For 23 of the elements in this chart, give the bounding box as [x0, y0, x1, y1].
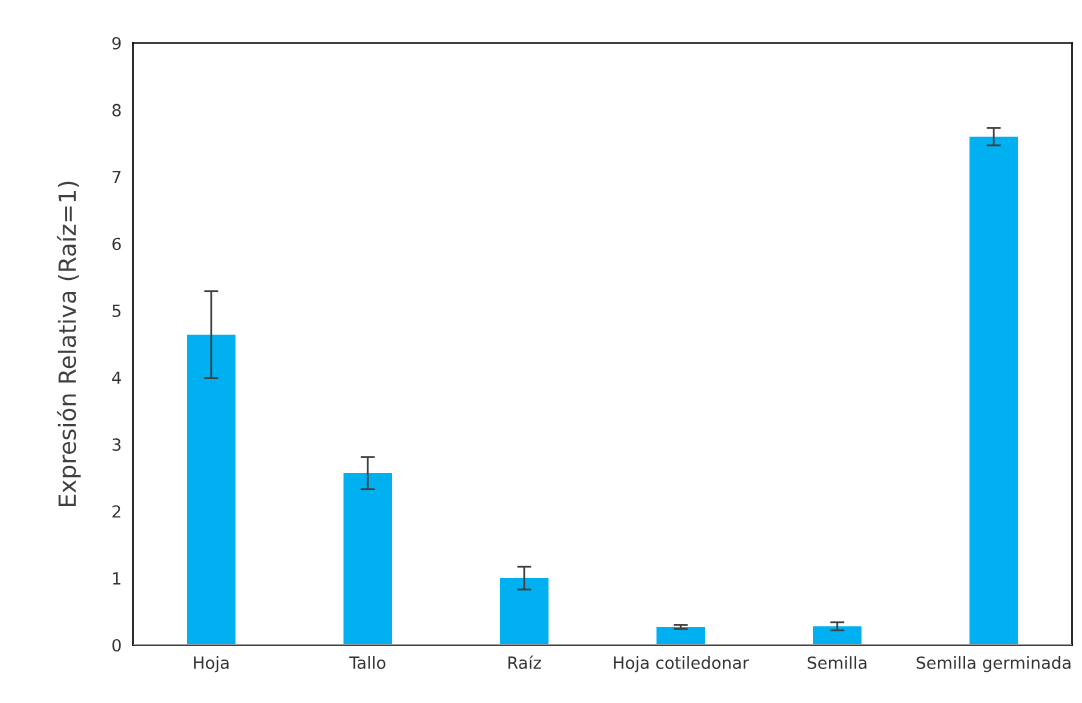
bar — [656, 626, 706, 645]
bar — [343, 473, 393, 645]
bar — [186, 334, 236, 645]
y-tick-label: 2 — [112, 505, 121, 518]
y-tick-label: 5 — [112, 304, 121, 318]
y-tick-label: 6 — [112, 237, 121, 251]
y-tick-label: 7 — [112, 170, 121, 184]
bar — [969, 136, 1019, 645]
y-tick-label: 4 — [112, 371, 121, 384]
y-tick-label: 1 — [113, 572, 121, 585]
x-tick-label: Raíz — [508, 655, 541, 670]
y-axis-title: Expresión Relativa (Raíz=1) — [56, 181, 81, 506]
y-tick-label: 8 — [112, 103, 121, 117]
y-tick-label: 3 — [112, 438, 121, 451]
bar — [499, 578, 549, 645]
bar — [812, 626, 862, 645]
x-tick-label: Hoja — [194, 656, 229, 673]
x-tick-label: Tallo — [349, 656, 386, 670]
y-tick-label: 9 — [112, 36, 121, 50]
x-tick-label: Semilla — [807, 656, 867, 670]
x-tick-label: Hoja cotiledonar — [614, 656, 750, 673]
x-tick-label: Semilla germinada — [916, 656, 1071, 673]
y-tick-label: 0 — [112, 638, 121, 652]
